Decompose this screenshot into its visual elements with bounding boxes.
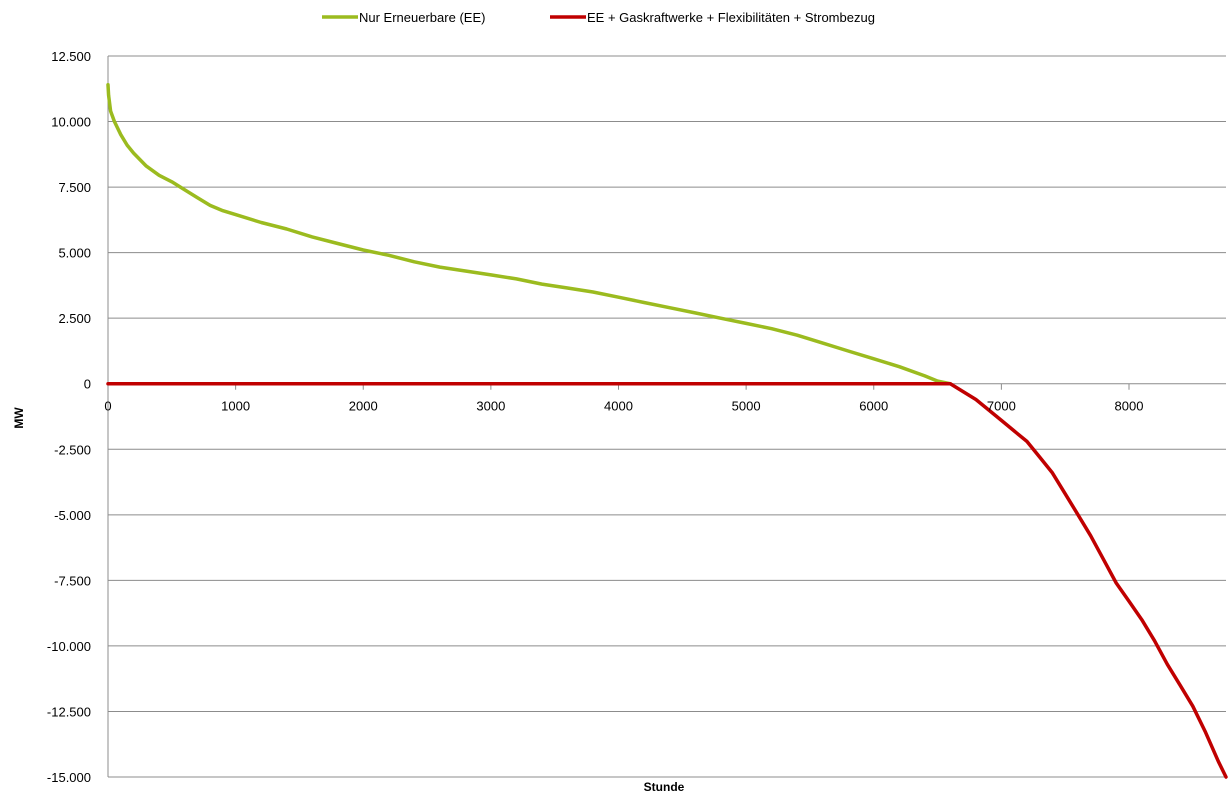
series-line-2 xyxy=(106,381,1228,779)
y-tick-label: -5.000 xyxy=(54,508,91,523)
x-axis-title: Stunde xyxy=(644,780,685,794)
y-tick-label: 5.000 xyxy=(58,246,91,261)
y-tick-label: 10.000 xyxy=(51,115,91,130)
y-tick-label: -7.500 xyxy=(54,573,91,588)
y-tick-label: -12.500 xyxy=(47,704,91,719)
x-tick-label: 4000 xyxy=(604,399,633,414)
y-tick-label: 2.500 xyxy=(58,311,91,326)
y-tick-label: -2.500 xyxy=(54,442,91,457)
x-tick-label: 5000 xyxy=(732,399,761,414)
x-tick-label: 3000 xyxy=(476,399,505,414)
tick-labels: 12.500 10.000 7.500 5.000 2.500 0 -2.500 -5.000… xyxy=(47,49,1144,785)
x-tick-label: 2000 xyxy=(349,399,378,414)
series-lines xyxy=(106,83,1228,779)
gridlines xyxy=(108,55,1226,778)
x-tick-label: 6000 xyxy=(859,399,888,414)
x-tick-label: 8000 xyxy=(1115,399,1144,414)
y-tick-label: 12.500 xyxy=(51,49,91,64)
x-tick-label: 1000 xyxy=(221,399,250,414)
y-tick-label: -15.000 xyxy=(47,770,91,785)
series-line-1 xyxy=(106,83,953,386)
axes xyxy=(107,56,1226,777)
legend-label: Nur Erneuerbare (EE) xyxy=(359,10,485,25)
legend: Nur Erneuerbare (EE) EE + Gaskraftwerke +… xyxy=(322,10,875,25)
y-axis-title: MW xyxy=(12,407,26,429)
x-tick-label: 0 xyxy=(104,399,111,414)
x-tick-label: 7000 xyxy=(987,399,1016,414)
legend-label: EE + Gaskraftwerke + Flexibilitäten + St… xyxy=(587,10,875,25)
y-tick-label: -10.000 xyxy=(47,639,91,654)
y-tick-label: 0 xyxy=(84,377,91,392)
y-tick-label: 7.500 xyxy=(58,180,91,195)
